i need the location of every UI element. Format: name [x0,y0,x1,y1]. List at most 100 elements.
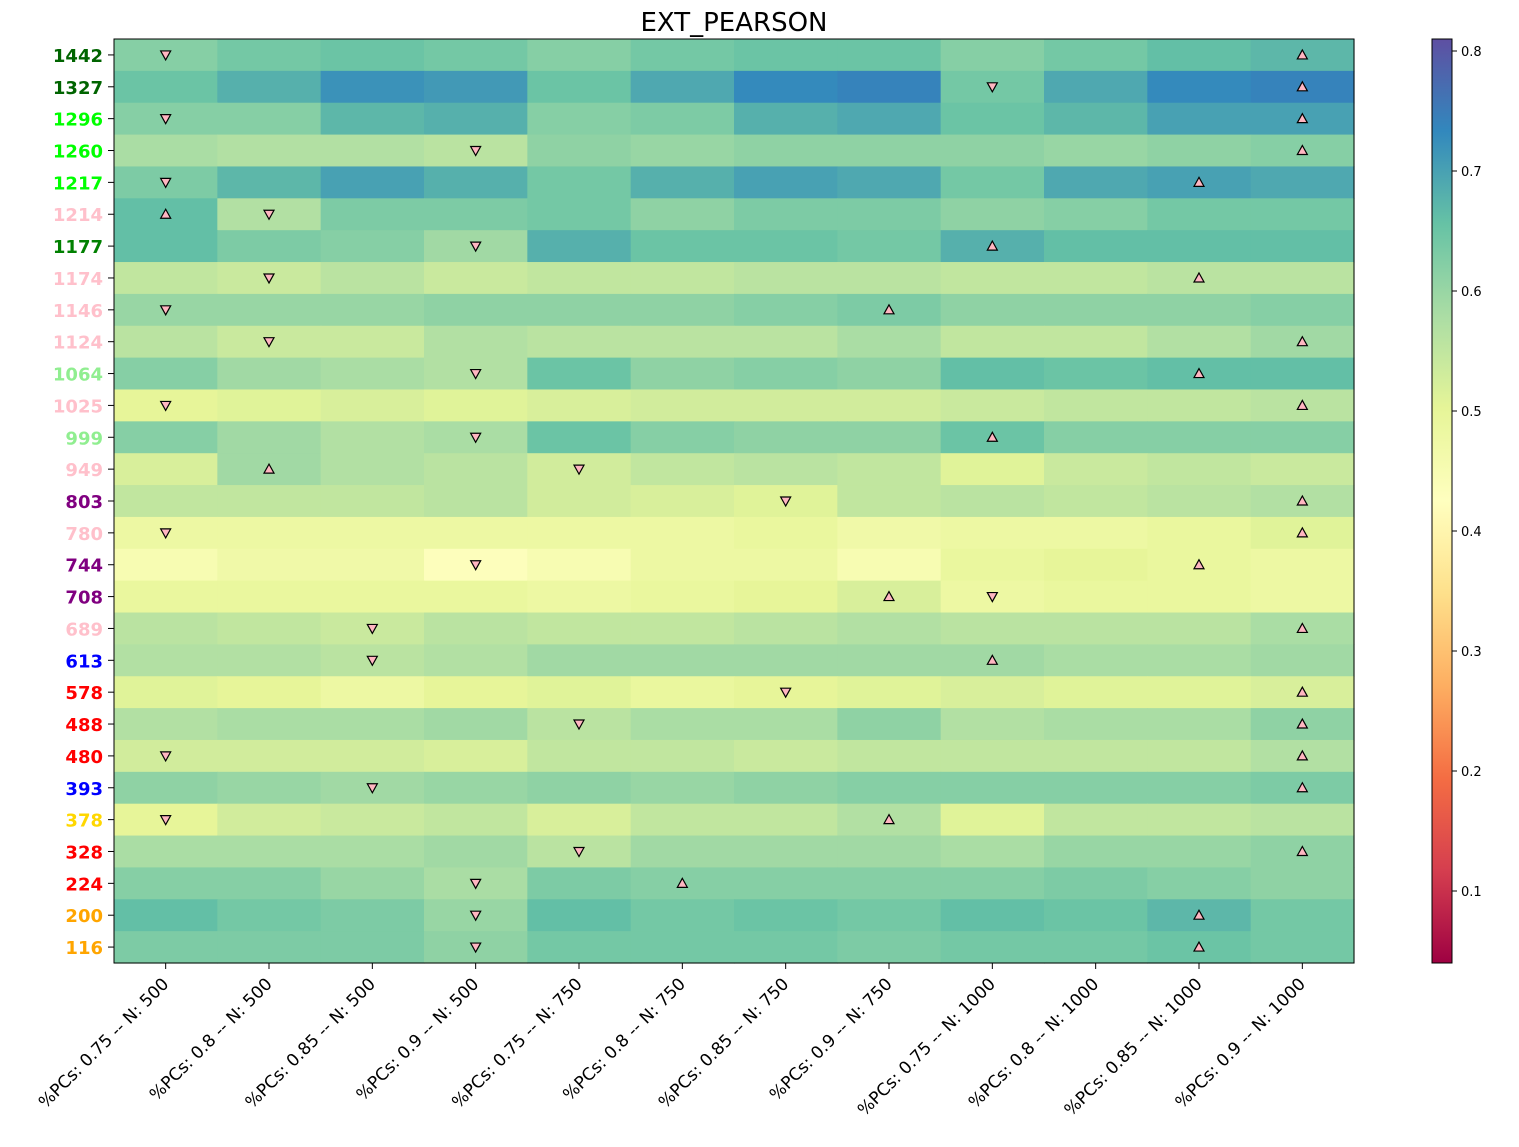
heatmap-cell [527,262,632,295]
heatmap-cell [1044,293,1148,327]
heatmap-cell [837,134,942,168]
heatmap-cell [1044,357,1148,391]
heatmap-cell [1147,676,1252,709]
heatmap-cell [217,835,322,869]
y-tick-label: 1214 [53,205,103,226]
heatmap-cell [217,899,322,932]
triangle-up-marker [262,462,276,474]
heatmap-cell [1147,421,1252,454]
y-tick-label: 1124 [53,333,103,354]
heatmap-cell [527,676,632,709]
triangle-down-marker [366,783,379,794]
heatmap-cell [1044,835,1148,869]
heatmap-cell [734,644,838,677]
heatmap-cell [1147,835,1252,869]
heatmap-cell [1147,389,1252,422]
heatmap-cell [940,739,1045,773]
y-tick-label: 1146 [53,301,103,322]
heatmap-cell [527,421,632,454]
heatmap-cell [320,262,425,295]
heatmap-cell [940,102,1045,136]
heatmap-cell [1250,899,1355,932]
triangle-up-marker [882,590,896,602]
heatmap-cell [320,739,425,773]
heatmap-cell [940,325,1045,359]
heatmap-cell [734,548,838,582]
heatmap-cell [114,70,218,104]
heatmap-cell [1147,230,1252,263]
heatmap-cell [527,70,632,104]
heatmap-cell [940,548,1045,582]
heatmap-cell [217,771,322,805]
heatmap-cell [940,676,1045,709]
y-tick-label: 1296 [53,110,103,131]
heatmap-cell [734,389,838,422]
triangle-up-marker [1296,335,1309,347]
heatmap-cell [424,102,528,136]
heatmap-cell [630,389,735,422]
heatmap-cell [424,771,528,805]
heatmap-cell [734,453,838,486]
heatmap-cell [527,803,632,837]
heatmap-cell [837,70,942,104]
heatmap-cell [1044,325,1148,359]
heatmap-cell [1044,230,1148,263]
heatmap-cell [1044,803,1148,837]
heatmap-cell [630,803,735,837]
triangle-up-marker [1192,367,1206,379]
triangle-down-marker [159,50,172,62]
heatmap-cell [217,739,322,773]
heatmap-cell [940,166,1045,199]
heatmap-cell [114,262,218,295]
heatmap-cell [1044,198,1148,231]
heatmap-cell [320,166,425,199]
triangle-up-marker [1296,845,1309,857]
heatmap-cell [734,899,838,932]
heatmap-cell [527,899,632,932]
y-tick-label: 224 [65,874,103,895]
heatmap-cell [940,262,1045,295]
y-tick-label: 200 [65,906,103,927]
heatmap-cell [424,262,528,295]
heatmap-cell [1147,708,1252,741]
heatmap-cell [1250,867,1355,900]
heatmap-cell [424,485,528,518]
heatmap-cell [1250,803,1355,837]
heatmap-cell [630,230,735,263]
heatmap-cell [114,612,218,645]
heatmap-cell [320,867,425,900]
heatmap-cell [217,644,322,677]
triangle-down-marker [572,719,586,731]
triangle-down-marker [469,241,482,253]
heatmap-cell [320,357,425,391]
heatmap-cell [217,867,322,900]
triangle-down-marker [779,496,792,508]
heatmap-cell [114,771,218,805]
heatmap-cell [1250,357,1355,391]
triangle-up-marker [882,813,896,825]
heatmap-cell [940,931,1045,964]
heatmap-cell [1250,548,1355,582]
heatmap-cell [1044,485,1148,518]
heatmap-cell [424,676,528,709]
heatmap-cell [630,899,735,932]
heatmap-cell [734,835,838,869]
triangle-down-marker [159,305,172,317]
heatmap-cell [1147,70,1252,104]
heatmap-cell [940,134,1045,168]
heatmap-cell [1044,739,1148,773]
heatmap-cell [1250,453,1355,486]
heatmap-cell [424,325,528,359]
heatmap-cell [527,644,632,677]
triangle-up-marker [1296,749,1309,761]
heatmap-cell [1044,102,1148,136]
heatmap-cell [424,644,528,677]
heatmap-cell [424,389,528,422]
heatmap-cell [424,166,528,199]
colorbar-tick-label: 0.2 [1461,765,1482,780]
triangle-up-marker [882,303,896,315]
heatmap-cell [424,516,528,550]
triangle-down-marker [469,432,482,444]
y-tick-label: 1177 [53,237,103,258]
triangle-up-marker [676,877,689,888]
